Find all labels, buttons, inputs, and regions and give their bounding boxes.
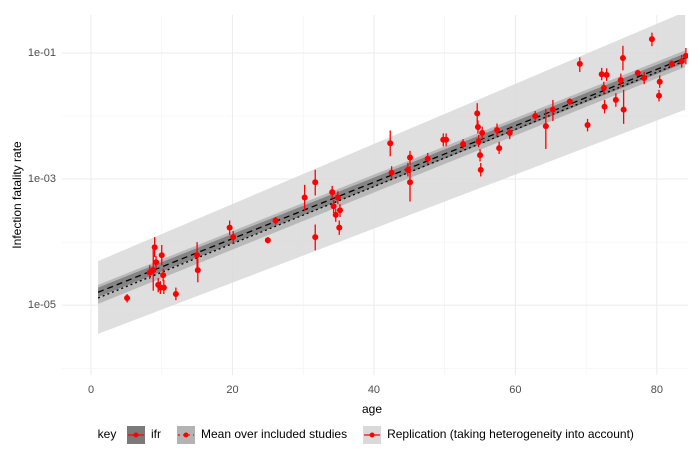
point bbox=[655, 92, 662, 99]
point bbox=[330, 203, 337, 210]
y-axis-title: Infection fatality rate bbox=[10, 141, 24, 249]
point bbox=[601, 103, 608, 110]
point bbox=[598, 71, 605, 78]
y-tick-label: 1e-03 bbox=[28, 173, 56, 185]
point bbox=[603, 71, 610, 78]
point bbox=[612, 96, 619, 103]
point bbox=[407, 154, 414, 161]
point bbox=[494, 126, 501, 133]
point bbox=[124, 294, 131, 301]
x-tick-label: 0 bbox=[88, 384, 94, 396]
point bbox=[150, 267, 157, 274]
point bbox=[332, 211, 339, 218]
point bbox=[272, 217, 279, 224]
legend-key-point bbox=[133, 432, 139, 438]
point bbox=[388, 169, 395, 176]
point bbox=[336, 224, 343, 231]
point bbox=[475, 138, 482, 145]
point bbox=[566, 98, 573, 105]
point bbox=[151, 244, 158, 251]
point bbox=[619, 55, 626, 62]
legend-label: Mean over included studies bbox=[201, 427, 347, 441]
point bbox=[172, 291, 179, 298]
point bbox=[443, 136, 450, 143]
y-tick-label: 1e-01 bbox=[28, 47, 56, 59]
legend-title: key bbox=[98, 427, 117, 441]
point bbox=[678, 58, 685, 65]
y-tick-label: 1e-05 bbox=[28, 299, 56, 311]
point bbox=[474, 110, 481, 117]
x-tick-label: 80 bbox=[651, 384, 663, 396]
point bbox=[477, 166, 484, 173]
point bbox=[506, 129, 513, 136]
point bbox=[542, 123, 549, 130]
point bbox=[584, 122, 591, 129]
point bbox=[153, 259, 160, 266]
point bbox=[424, 155, 431, 162]
legend-key-point bbox=[369, 432, 375, 438]
point bbox=[160, 284, 167, 291]
point bbox=[576, 60, 583, 67]
point bbox=[479, 129, 486, 136]
point bbox=[620, 106, 627, 113]
x-tick-label: 60 bbox=[509, 384, 521, 396]
point bbox=[329, 189, 336, 196]
legend-item: Mean over included studies bbox=[177, 426, 347, 444]
point bbox=[407, 179, 414, 186]
plot-panel bbox=[62, 15, 688, 375]
point bbox=[387, 140, 394, 147]
legend-label: ifr bbox=[151, 427, 161, 441]
point bbox=[600, 84, 607, 91]
point bbox=[158, 252, 165, 259]
x-tick-label: 40 bbox=[368, 384, 380, 396]
point bbox=[160, 272, 167, 279]
point bbox=[648, 36, 655, 43]
x-axis-title: age bbox=[362, 402, 382, 416]
point bbox=[194, 267, 201, 274]
legend-key-point bbox=[183, 432, 189, 438]
point bbox=[264, 237, 271, 244]
legend-label: Replication (taking heterogeneity into a… bbox=[387, 427, 634, 441]
point bbox=[312, 179, 319, 186]
point bbox=[549, 106, 556, 113]
point bbox=[477, 152, 484, 159]
point bbox=[194, 252, 201, 259]
point bbox=[312, 234, 319, 241]
point bbox=[532, 113, 539, 120]
legend-item: ifr bbox=[127, 426, 161, 444]
trend-line bbox=[97, 60, 686, 299]
point bbox=[496, 145, 503, 152]
point bbox=[617, 77, 624, 84]
point bbox=[226, 224, 233, 231]
point bbox=[641, 75, 648, 82]
point bbox=[460, 140, 467, 147]
legend-item: Replication (taking heterogeneity into a… bbox=[363, 426, 634, 444]
x-tick-label: 20 bbox=[226, 384, 238, 396]
point bbox=[230, 234, 237, 241]
point bbox=[474, 123, 481, 130]
point bbox=[334, 194, 341, 201]
point bbox=[336, 207, 343, 214]
point bbox=[634, 70, 641, 77]
point bbox=[656, 78, 663, 85]
point bbox=[668, 60, 675, 67]
point bbox=[682, 52, 688, 59]
point bbox=[301, 194, 308, 201]
